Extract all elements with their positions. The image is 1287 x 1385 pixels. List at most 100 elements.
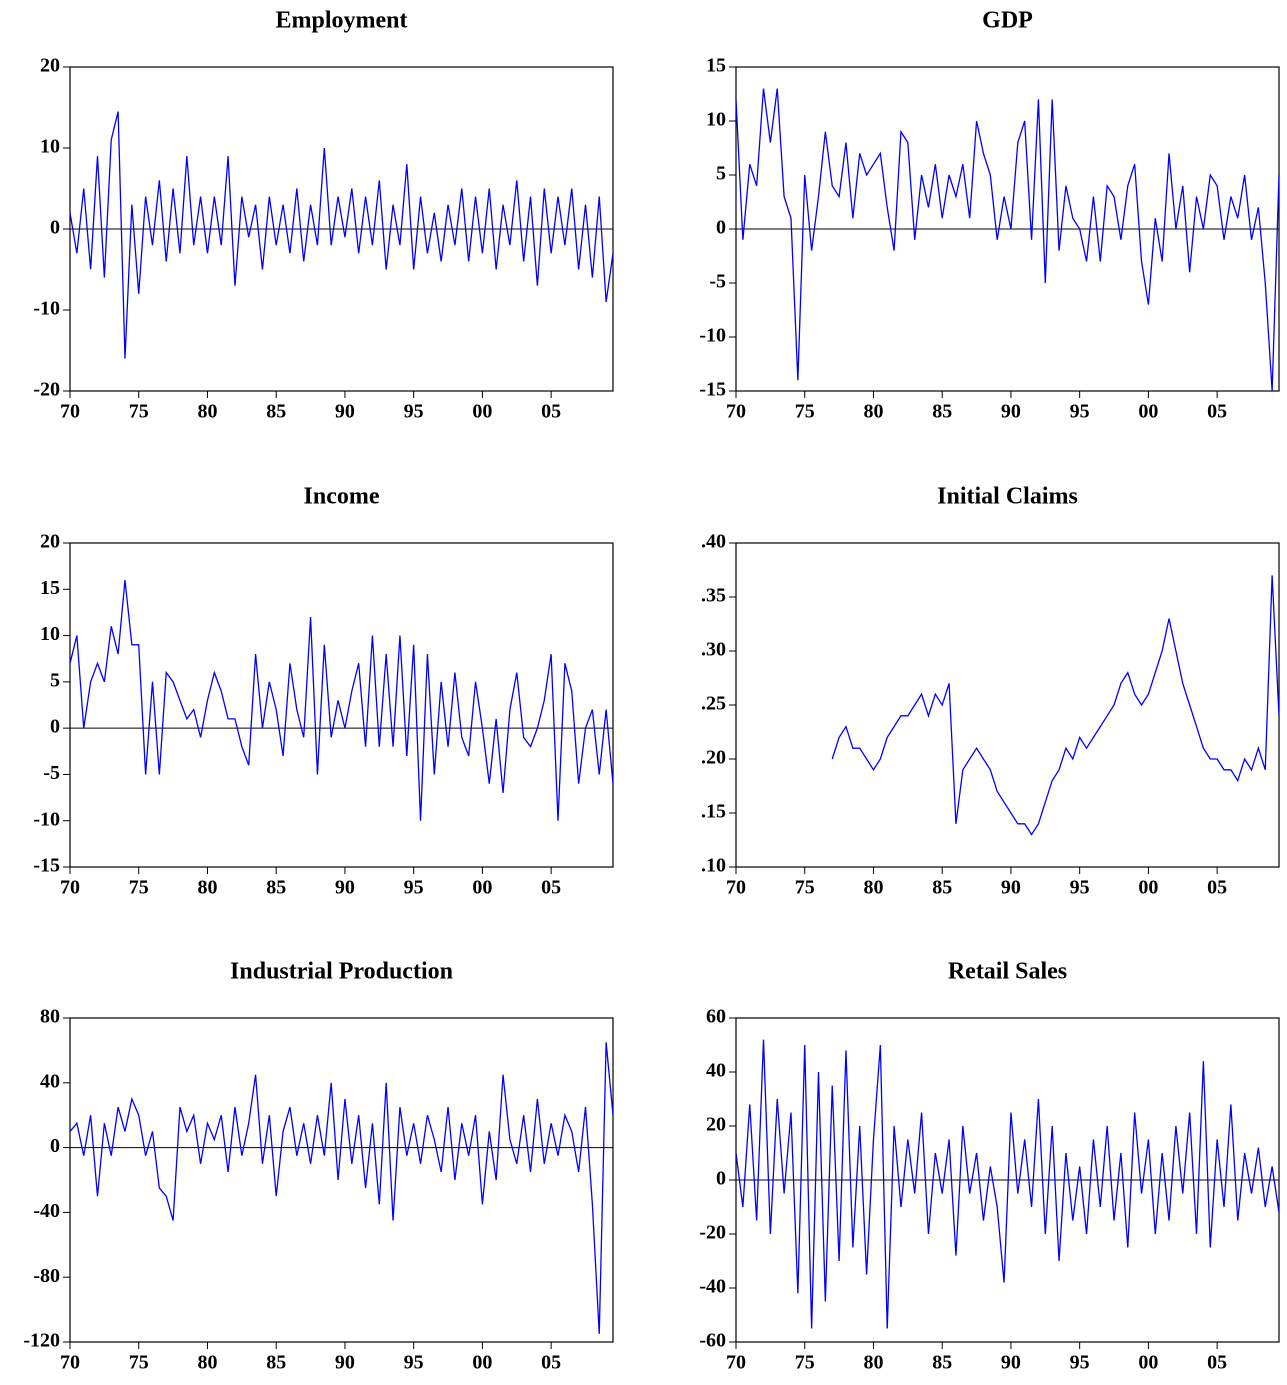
x-tick-label: 75	[129, 877, 149, 899]
x-tick-label: 90	[1001, 401, 1021, 423]
y-tick-label: 15	[40, 577, 60, 599]
series-line	[735, 88, 1280, 392]
plot-frame	[69, 1017, 614, 1343]
x-tick-label: 80	[863, 877, 883, 899]
x-tick-label: 70	[726, 877, 746, 899]
x-tick-label: 75	[795, 1352, 815, 1374]
y-tick-label: 10	[706, 109, 726, 131]
y-tick-label: -40	[699, 1276, 726, 1298]
y-tick-label: -10	[33, 298, 60, 320]
x-tick-label: 70	[726, 401, 746, 423]
y-tick-label: 60	[706, 1006, 726, 1028]
y-tick-label: -15	[699, 379, 726, 401]
x-tick-label: 70	[60, 401, 80, 423]
x-tick-label: 70	[726, 1352, 746, 1374]
x-tick-label: 90	[1001, 1352, 1021, 1374]
x-tick-label: 05	[1207, 401, 1227, 423]
x-tick-label: 80	[197, 877, 217, 899]
y-tick-label: 0	[716, 217, 726, 239]
y-tick-label: .35	[701, 585, 726, 607]
x-tick-label: 80	[197, 1352, 217, 1374]
x-tick-label: 70	[60, 877, 80, 899]
y-tick-label: -20	[699, 1222, 726, 1244]
x-tick-label: 05	[541, 401, 561, 423]
y-tick-label: 40	[706, 1060, 726, 1082]
x-tick-label: 85	[266, 877, 286, 899]
y-tick-label: .15	[701, 801, 726, 823]
y-tick-label: -5	[709, 271, 726, 293]
y-tick-label: 10	[40, 136, 60, 158]
plot-frame	[735, 542, 1280, 868]
x-tick-label: 95	[1070, 401, 1090, 423]
x-tick-label: 05	[541, 1352, 561, 1374]
y-tick-label: 20	[706, 1114, 726, 1136]
y-tick-label: -120	[23, 1330, 60, 1352]
y-tick-label: -10	[699, 325, 726, 347]
x-tick-label: 05	[1207, 877, 1227, 899]
y-tick-label: 10	[40, 623, 60, 645]
y-tick-label: 0	[716, 1168, 726, 1190]
x-tick-label: 00	[472, 401, 492, 423]
x-tick-label: 00	[1138, 877, 1158, 899]
y-tick-label: 5	[716, 163, 726, 185]
series-line	[69, 579, 614, 821]
y-tick-label: -20	[33, 379, 60, 401]
x-tick-label: 85	[932, 1352, 952, 1374]
x-tick-label: 95	[404, 877, 424, 899]
y-tick-label: -80	[33, 1265, 60, 1287]
y-tick-label: .25	[701, 693, 726, 715]
y-tick-label: 15	[706, 55, 726, 77]
y-tick-label: -40	[33, 1200, 60, 1222]
x-tick-label: 85	[266, 401, 286, 423]
x-tick-label: 75	[795, 401, 815, 423]
x-tick-label: 80	[863, 401, 883, 423]
y-tick-label: .30	[701, 639, 726, 661]
x-tick-label: 80	[197, 401, 217, 423]
x-tick-label: 75	[795, 877, 815, 899]
plot-frame	[69, 542, 614, 868]
x-tick-label: 95	[1070, 1352, 1090, 1374]
x-tick-label: 95	[1070, 877, 1090, 899]
x-tick-label: 75	[129, 401, 149, 423]
series-line	[735, 1039, 1280, 1329]
series-line	[831, 575, 1280, 836]
y-tick-label: 0	[50, 716, 60, 738]
x-tick-label: 05	[1207, 1352, 1227, 1374]
chart-title: GDP	[982, 8, 1033, 34]
y-tick-label: -5	[43, 762, 60, 784]
y-tick-label: -15	[33, 855, 60, 877]
x-tick-label: 80	[863, 1352, 883, 1374]
x-tick-label: 90	[335, 401, 355, 423]
y-tick-label: 80	[40, 1006, 60, 1028]
chart-title: Industrial Production	[230, 959, 453, 985]
y-tick-label: 0	[50, 217, 60, 239]
y-tick-label: 20	[40, 531, 60, 553]
chart-title: Income	[304, 484, 380, 510]
chart-title: Employment	[276, 8, 408, 34]
y-tick-label: -60	[699, 1330, 726, 1352]
y-tick-label: 40	[40, 1070, 60, 1092]
x-tick-label: 85	[932, 877, 952, 899]
x-tick-label: 70	[60, 1352, 80, 1374]
x-tick-label: 95	[404, 401, 424, 423]
y-tick-label: 20	[40, 55, 60, 77]
x-tick-label: 90	[335, 1352, 355, 1374]
y-tick-label: 5	[50, 669, 60, 691]
x-tick-label: 05	[541, 877, 561, 899]
series-line	[69, 1042, 614, 1334]
y-tick-label: .40	[701, 531, 726, 553]
x-tick-label: 75	[129, 1352, 149, 1374]
x-tick-label: 00	[1138, 401, 1158, 423]
y-tick-label: 0	[50, 1135, 60, 1157]
x-tick-label: 95	[404, 1352, 424, 1374]
x-tick-label: 00	[472, 877, 492, 899]
x-tick-label: 90	[335, 877, 355, 899]
x-tick-label: 85	[932, 401, 952, 423]
x-tick-label: 85	[266, 1352, 286, 1374]
x-tick-label: 00	[1138, 1352, 1158, 1374]
x-tick-label: 00	[472, 1352, 492, 1374]
y-tick-label: -10	[33, 808, 60, 830]
x-tick-label: 90	[1001, 877, 1021, 899]
y-tick-label: .20	[701, 747, 726, 769]
